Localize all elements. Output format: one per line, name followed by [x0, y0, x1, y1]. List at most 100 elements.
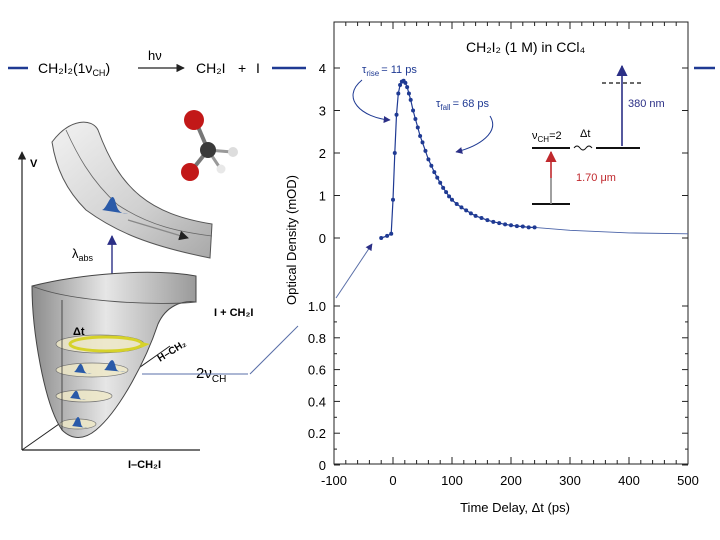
lower-y-tick-label: 0	[319, 458, 326, 473]
tau-fall-label: τfall = 68 ps	[436, 98, 489, 112]
tau-rise-label: τrise = 11 ps	[362, 64, 417, 78]
data-point	[459, 205, 464, 210]
data-point	[497, 221, 502, 226]
energy-level-diagram: νCH=2 Δt 1.70 μm 380 nm	[532, 64, 665, 205]
pump-wavelength: 1.70 μm	[576, 172, 616, 184]
wavepacket-4	[72, 416, 88, 428]
x-tick-label: 200	[500, 473, 522, 488]
upper-y-tick-label: 0	[319, 231, 326, 246]
wavepacket-upper	[102, 196, 128, 214]
two-nu-label: 2νCH	[196, 365, 226, 385]
product2-label: I	[256, 60, 260, 76]
wavepacket-2	[74, 363, 92, 374]
x-tick-label: 500	[677, 473, 699, 488]
data-point	[415, 125, 420, 130]
tau-rise-arrow	[352, 79, 391, 124]
data-point	[479, 216, 484, 221]
iodine-atom-top	[184, 110, 204, 130]
data-point	[389, 231, 394, 236]
i-ch2i-label: I–CH₂I	[128, 459, 161, 471]
data-point	[444, 190, 449, 195]
lower-y-tick-label: 0.8	[308, 331, 326, 346]
upper-y-tick-label: 1	[319, 189, 326, 204]
x-tick-label: 100	[441, 473, 463, 488]
chart-title: CH₂I₂ (1 M) in CCl₄	[466, 39, 586, 55]
data-point	[473, 213, 478, 218]
wavepacket-1	[104, 360, 126, 372]
hydrogen-atom-2	[216, 164, 226, 174]
data-point	[454, 202, 459, 206]
data-point	[379, 236, 384, 240]
vch-label: νCH=2	[532, 130, 562, 144]
data-point	[491, 219, 496, 224]
data-point	[503, 222, 508, 227]
reaction-scheme: CH₂I₂(1νCH) hν CH₂I + I	[8, 48, 715, 78]
reactant-label: CH₂I₂(1νCH)	[38, 60, 110, 78]
tau-fall-arrow	[455, 115, 494, 154]
data-point	[411, 108, 416, 113]
carbon-atom	[200, 142, 216, 158]
data-point	[396, 91, 401, 96]
upper-surface	[51, 121, 213, 259]
data-point	[526, 225, 531, 230]
data-point	[405, 85, 410, 90]
connector-to-plot	[249, 325, 299, 375]
x-axis-label: Time Delay, Δt (ps)	[460, 500, 570, 515]
data-point	[485, 218, 490, 223]
plot-frame	[333, 21, 689, 465]
data-point	[514, 224, 519, 229]
lower-y-tick-label: 0.6	[308, 363, 326, 378]
photon-label: hν	[148, 48, 162, 63]
data-point	[403, 80, 408, 85]
lower-y-tick-label: 0.2	[308, 426, 326, 441]
connector-rise	[335, 243, 373, 299]
x-tick-label: -100	[321, 473, 347, 488]
data-point	[420, 140, 425, 145]
data-point	[520, 224, 525, 229]
data-point	[426, 157, 431, 162]
data-point	[392, 151, 397, 155]
wavepacket-3	[70, 390, 86, 400]
y-axis-label: Optical Density (mOD)	[284, 175, 299, 305]
upper-y-tick-label: 3	[319, 104, 326, 119]
x-tick-label: 300	[559, 473, 581, 488]
data-point	[429, 163, 434, 168]
data-point	[435, 175, 440, 180]
fit-tail-curve	[534, 226, 689, 235]
potential-surface-diagram: V λabs Δt I + CH₂I H–CH₂ I–CH₂I	[17, 121, 373, 471]
data-point	[468, 211, 473, 216]
data-point	[391, 197, 395, 202]
data-point	[464, 208, 469, 213]
product1-label: CH₂I	[196, 60, 226, 76]
data-point	[450, 197, 454, 202]
data-point	[413, 117, 418, 121]
molecule-model	[181, 110, 238, 181]
data-point	[385, 233, 390, 238]
dt-label-inset: Δt	[580, 128, 590, 140]
upper-y-tick-label: 2	[319, 146, 326, 161]
h-ch2-label: H–CH₂	[156, 338, 189, 364]
x-tick-label: 400	[618, 473, 640, 488]
iodine-atom-bottom	[181, 163, 199, 181]
data-point	[423, 148, 428, 153]
data-point	[406, 91, 411, 96]
data-point	[438, 180, 443, 185]
dt-label-bowl: Δt	[73, 326, 85, 338]
data-point	[447, 194, 452, 199]
lambda-abs-label: λabs	[72, 246, 94, 263]
plus-sign: +	[238, 60, 246, 76]
dissociation-label: I + CH₂I	[214, 307, 253, 319]
data-point	[441, 185, 446, 190]
data-point	[509, 223, 513, 228]
data-point	[418, 134, 423, 138]
v-axis-label: V	[30, 158, 38, 170]
probe-wavelength: 380 nm	[628, 98, 665, 110]
data-point	[432, 170, 437, 175]
lower-y-tick-label: 1.0	[308, 299, 326, 314]
lower-y-tick-label: 0.4	[308, 394, 326, 409]
x-tick-label: 0	[389, 473, 396, 488]
data-point	[408, 97, 413, 102]
hydrogen-atom-1	[228, 147, 238, 157]
